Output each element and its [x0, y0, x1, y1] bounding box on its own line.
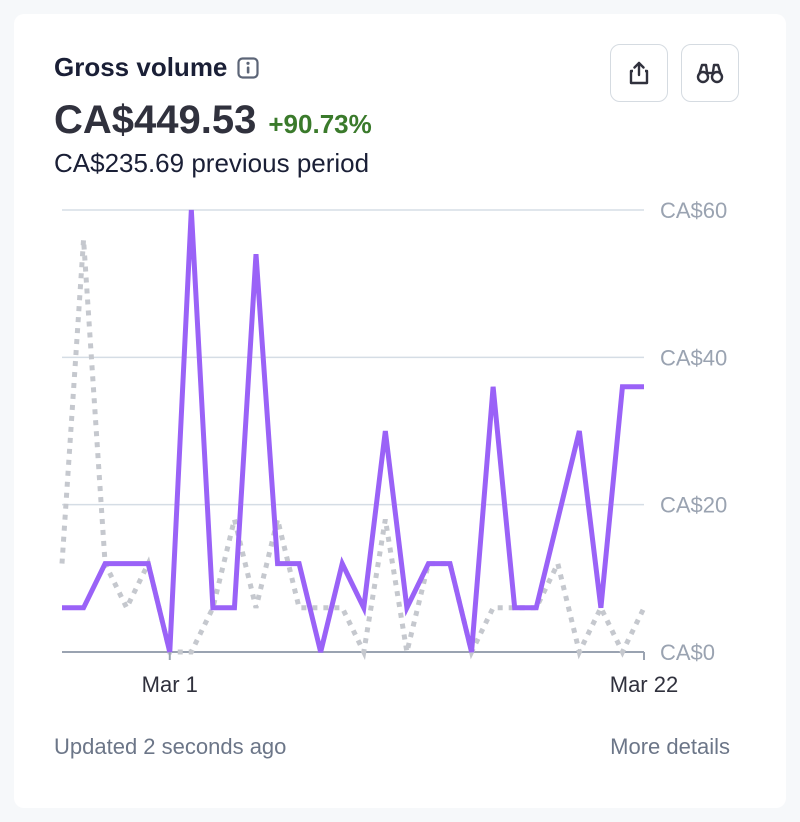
- x-tick-label: Mar 22: [610, 672, 678, 697]
- gross-volume-amount: CA$449.53: [54, 98, 257, 142]
- y-tick-label: CA$0: [660, 640, 715, 665]
- export-button[interactable]: [610, 44, 668, 102]
- card-title: Gross volume: [54, 52, 228, 82]
- amount-row: CA$449.53 +90.73%: [54, 98, 372, 143]
- title-row: Gross volume: [54, 52, 260, 83]
- y-tick-label: CA$60: [660, 198, 727, 223]
- more-details-link[interactable]: More details: [610, 734, 730, 759]
- share-export-icon: [629, 61, 649, 85]
- explore-button[interactable]: [681, 44, 739, 102]
- previous-period-value: CA$235.69 previous period: [54, 148, 370, 178]
- gross-volume-chart: CA$0 CA$20 CA$40 CA$60 Mar 1 Mar 22: [59, 198, 727, 697]
- binoculars-icon: [696, 63, 724, 84]
- percent-change: +90.73%: [268, 109, 372, 139]
- gross-volume-card: Gross volume CA$449.53 +90.73% CA$235.69…: [14, 14, 786, 808]
- info-icon[interactable]: [237, 56, 260, 79]
- x-tick-label: Mar 1: [142, 672, 198, 697]
- y-tick-label: CA$20: [660, 493, 727, 518]
- updated-timestamp: Updated 2 seconds ago: [54, 734, 287, 759]
- current-period-series-line: [62, 209, 644, 653]
- y-tick-label: CA$40: [660, 345, 727, 370]
